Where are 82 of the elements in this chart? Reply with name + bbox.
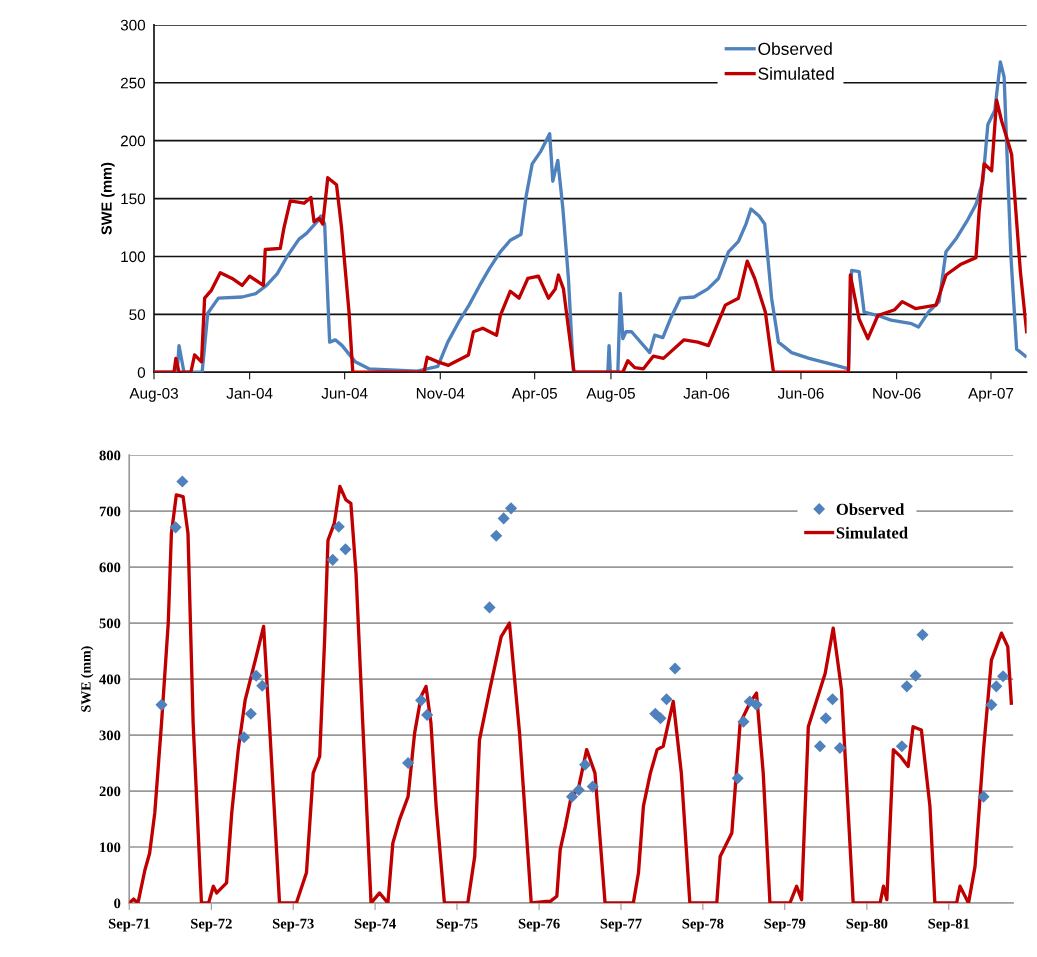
y-tick-label: 600 [99,562,121,573]
point [731,772,744,785]
point [654,712,667,725]
x-tick-label: Sep-72 [191,918,232,932]
x-tick-label: Sep-71 [108,918,150,932]
point [977,790,990,803]
point [326,553,339,566]
point [990,680,1003,693]
y-tick-label: 150 [121,193,146,205]
legend-label: Observed [836,503,905,515]
x-tick-label: Jan-04 [226,387,273,399]
point [997,670,1010,683]
point [238,731,251,744]
point [421,708,434,721]
point [169,521,182,534]
x-tick-label: Sep-80 [846,918,888,932]
point [483,601,496,614]
point [415,694,428,707]
y-tick-label: 0 [137,367,146,378]
y-tick-label: 50 [129,309,146,321]
y-tick-label: 100 [100,842,121,853]
x-tick-label: Nov-04 [416,387,465,399]
point [155,698,168,711]
x-tick-label: Nov-06 [873,387,921,399]
x-tick-label: Apr-05 [511,387,557,402]
y-tick-label: 400 [99,674,121,685]
y-tick-label: 250 [120,77,146,89]
point [916,628,929,641]
x-tick-label: Sep-81 [928,918,970,932]
point [572,783,585,796]
x-tick-label: Sep-74 [354,918,396,932]
point [813,740,827,753]
point [339,543,352,556]
point [176,475,189,488]
point [256,679,269,692]
point [750,698,763,711]
point [669,662,682,675]
y-tick-label: 700 [99,506,121,517]
x-tick-label: Sep-79 [764,918,806,932]
y-tick-label: 100 [121,251,146,263]
point [909,669,922,682]
y-tick-label: 200 [99,786,121,797]
point [826,693,839,706]
y-tick-label: 300 [99,730,121,741]
point [900,680,913,693]
x-tick-label: Sep-75 [436,918,478,932]
x-tick-label: Sep-76 [518,918,560,932]
y-tick-label: 500 [99,618,121,629]
y-tick-label: 200 [120,135,146,147]
x-tick-label: Apr-07 [968,387,1014,402]
point [833,741,847,754]
x-tick-label: Aug-03 [129,387,178,402]
y-axis-title: SWE (mm) [80,646,94,712]
point [737,715,750,728]
y-tick-label: 800 [99,450,121,461]
x-tick-label: Jan-06 [683,387,730,399]
point [402,757,415,770]
point [660,693,673,706]
legend-label: Observed [758,42,832,55]
point [505,502,518,515]
point [819,712,832,725]
point [332,520,345,533]
legend-label: Simulated [758,67,834,80]
point [579,758,592,771]
legend-label: Simulated [836,526,908,539]
point [490,529,503,542]
point [566,790,579,803]
point [244,707,257,720]
y-axis-title: SWE (mm) [101,162,115,235]
point [586,780,599,793]
x-tick-label: Sep-77 [600,918,642,932]
y-tick-label: 300 [120,19,146,31]
x-tick-label: Jun-06 [777,387,824,399]
point [985,698,998,711]
x-tick-label: Aug-05 [586,387,635,402]
x-tick-label: Jun-04 [321,387,368,399]
point [497,512,510,525]
point [250,669,263,682]
y-tick-label: 0 [114,898,121,909]
point [895,740,908,753]
x-tick-label: Sep-73 [272,918,314,932]
x-tick-label: Sep-78 [682,918,724,932]
